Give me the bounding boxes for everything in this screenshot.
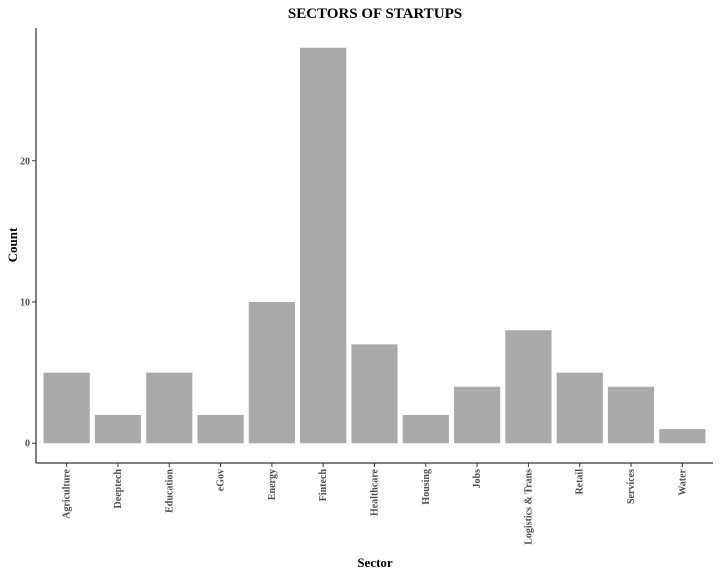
bar-retail (556, 372, 603, 444)
bar-housing (402, 414, 449, 444)
bar-education (146, 372, 193, 444)
x-tick-label: eGov (216, 469, 227, 491)
bar-fintech (300, 47, 347, 444)
y-tick-label: 20 (20, 156, 30, 167)
bar-jobs (454, 386, 501, 444)
x-tick-label: Healthcare (370, 468, 381, 516)
x-tick-label: Water (677, 468, 688, 495)
x-tick-label: Retail (575, 469, 586, 495)
bar-egov (197, 414, 244, 444)
x-axis-title: Sector (357, 555, 393, 570)
x-tick-label: Jobs (472, 469, 483, 489)
y-axis-ticks: 0 10 20 (20, 156, 36, 450)
bar-services (607, 386, 655, 444)
bar-agriculture (43, 372, 90, 444)
y-tick-label: 0 (25, 439, 30, 450)
y-tick-label: 10 (20, 297, 30, 308)
x-tick-label: Agriculture (62, 468, 73, 518)
x-tick-label: Energy (267, 469, 278, 500)
bar-logistics-trans (505, 330, 552, 444)
y-axis-title: Count (5, 227, 20, 262)
bar-deeptech (94, 414, 142, 444)
x-tick-label: Logistics & Trans (523, 469, 534, 545)
bar-healthcare (351, 344, 398, 444)
bar-water (659, 429, 706, 444)
bar-energy (248, 301, 295, 444)
x-tick-label: Housing (421, 469, 432, 505)
x-axis-ticks: Agriculture Deeptech Education eGov Energy Fi… (62, 463, 688, 545)
x-tick-label: Deeptech (113, 469, 124, 509)
bars-group (43, 47, 706, 444)
x-tick-label: Education (164, 469, 175, 513)
x-tick-label: Services (626, 469, 637, 504)
chart-title: SECTORS OF STARTUPS (288, 6, 462, 22)
x-tick-label: Fintech (318, 469, 329, 502)
